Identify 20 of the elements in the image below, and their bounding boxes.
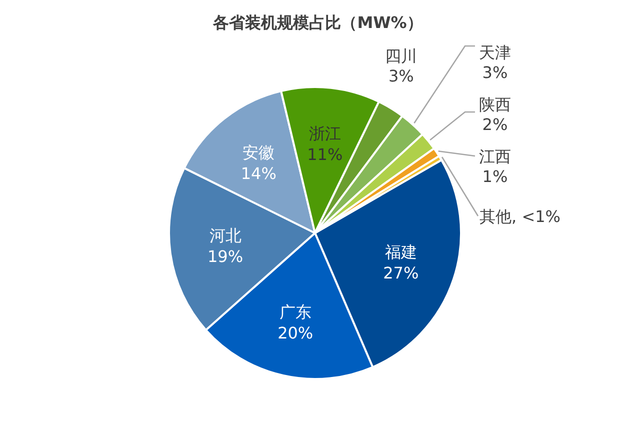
slice-label: 河北 (209, 226, 242, 245)
slice-label: 广东 (279, 302, 312, 322)
slice-label: 天津 (479, 43, 511, 62)
slice-label: 江西 (479, 147, 511, 166)
slice-label: 四川 (385, 46, 418, 66)
slice-label: 福建 (384, 242, 417, 262)
data-label: 19% (207, 246, 244, 266)
slice-label: 其他, <1% (480, 207, 560, 226)
data-label: 2% (482, 115, 508, 134)
data-label: 27% (383, 264, 419, 283)
slice-label: 浙江 (308, 124, 341, 144)
slice-label: 陕西 (479, 95, 511, 114)
data-label: 3% (482, 63, 508, 82)
chart-title: 各省装机规模占比（MW%） (212, 13, 423, 32)
data-label: 1% (482, 167, 508, 186)
data-label: 20% (278, 323, 314, 342)
slice-label: 安徽 (242, 143, 275, 162)
data-label: 3% (388, 66, 414, 86)
data-label: 14% (240, 164, 276, 184)
data-label: 11% (307, 145, 343, 164)
